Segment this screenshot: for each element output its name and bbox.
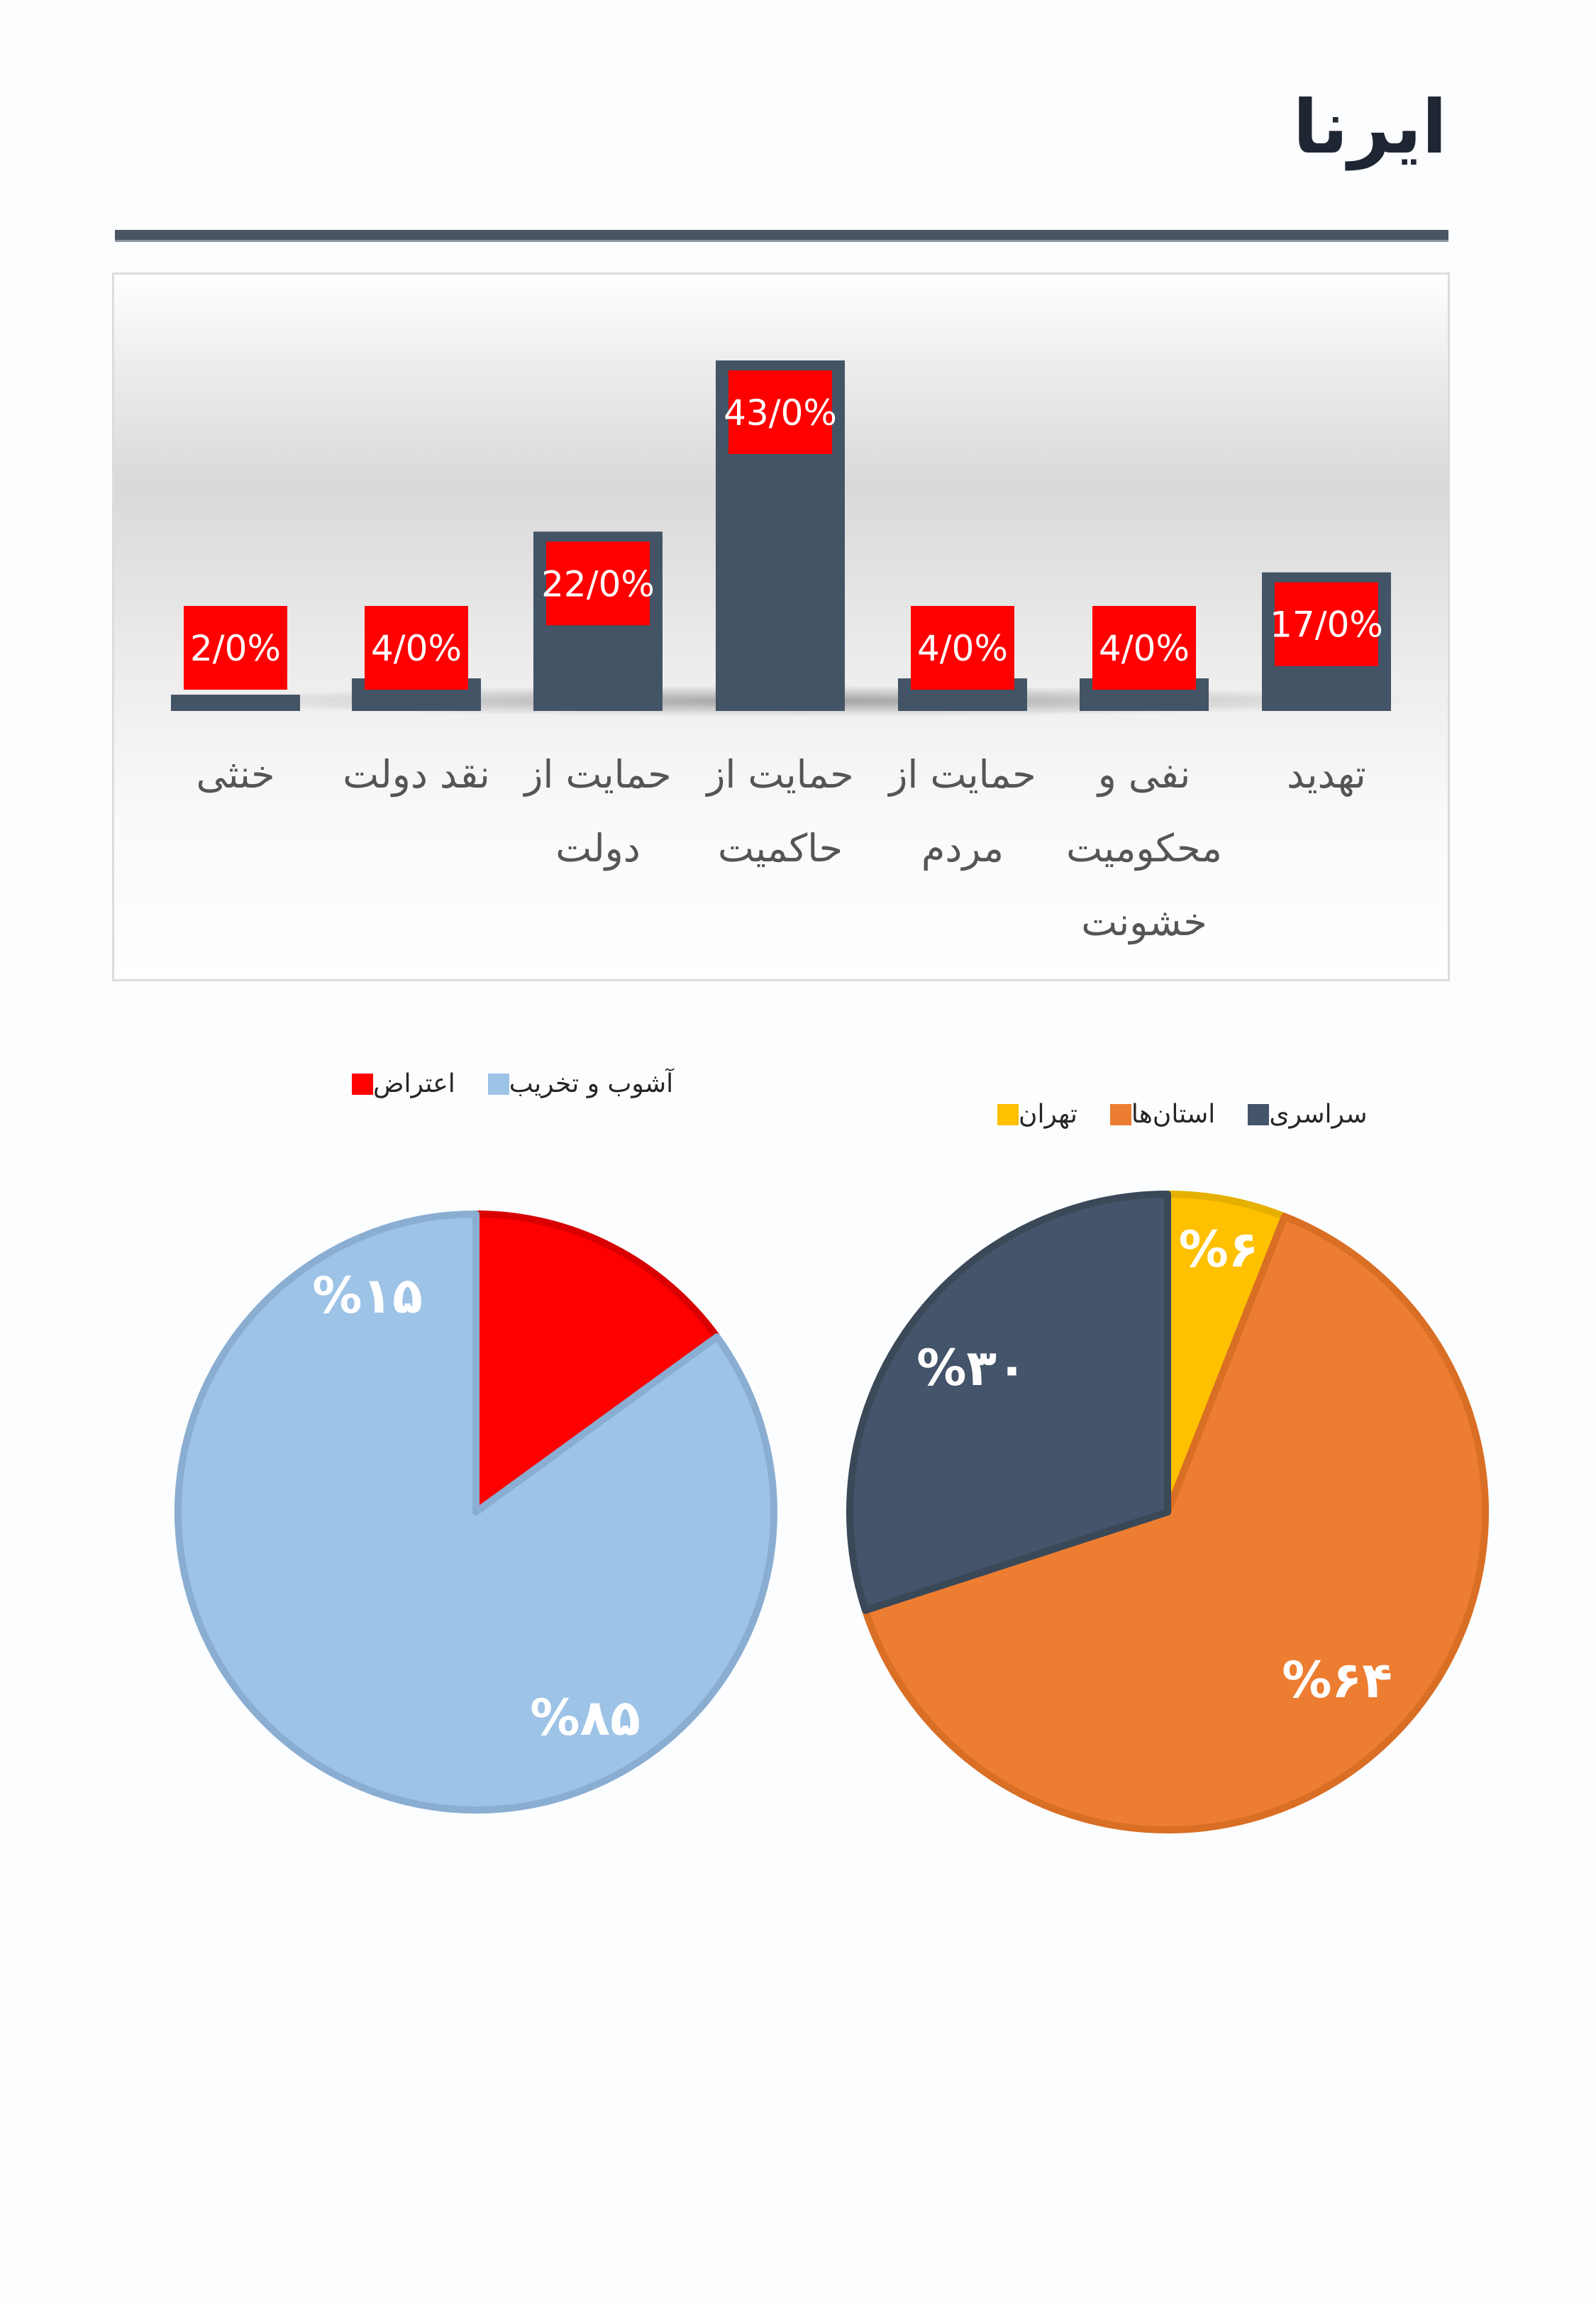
data-label-box bbox=[365, 606, 468, 690]
data-label-box bbox=[1092, 606, 1196, 690]
category-label: نفی و محکومیت خشونت bbox=[1066, 752, 1222, 944]
title-divider bbox=[115, 230, 1448, 242]
data-label: 43/0% bbox=[724, 392, 837, 434]
category-label: خنثی bbox=[196, 752, 275, 797]
legend-label: تهران bbox=[1019, 1100, 1077, 1129]
legend-label: اعتراض bbox=[373, 1069, 455, 1098]
pie-data-label: %۳۰ bbox=[916, 1339, 1027, 1397]
bar-chart: 17/0% تهدید 4/0% نفی و محکومیت خشونت 4/0% حمایت… bbox=[171, 360, 1426, 944]
legend-label: استان‌ها bbox=[1131, 1100, 1216, 1129]
pie-data-label: %۶۴ bbox=[1282, 1651, 1392, 1709]
pie-data-label: %۸۵ bbox=[530, 1689, 641, 1747]
category-label: حمایت از دولت bbox=[522, 752, 671, 871]
pie-data-label: %۶ bbox=[1179, 1220, 1259, 1279]
pie-chart-protest: %۱۵ %۸۵ bbox=[174, 1210, 777, 1814]
data-label-box bbox=[911, 606, 1014, 690]
legend-swatch bbox=[997, 1103, 1019, 1125]
legend-swatch bbox=[1109, 1103, 1131, 1125]
legend-item: اعتراض bbox=[343, 1069, 455, 1098]
legend-protest: اعتراض آشوب و تخریب bbox=[319, 1069, 673, 1098]
page-title: ایرنا bbox=[1292, 84, 1448, 170]
legend-swatch bbox=[352, 1073, 373, 1095]
data-label: 17/0% bbox=[1270, 605, 1383, 646]
pie-chart-region: %۶ %۶۴ %۳۰ bbox=[846, 1191, 1489, 1833]
data-label: 2/0% bbox=[190, 628, 281, 669]
legend-item: آشوب و تخریب bbox=[480, 1069, 673, 1098]
category-label: تهدید bbox=[1287, 752, 1366, 797]
pie-slice bbox=[472, 1210, 721, 1516]
pie-slice bbox=[174, 1210, 777, 1814]
bar bbox=[171, 695, 300, 711]
category-label: نقد دولت bbox=[343, 752, 489, 797]
pie-slice bbox=[846, 1191, 1171, 1614]
data-label: 4/0% bbox=[1099, 628, 1190, 669]
data-label-box bbox=[546, 541, 650, 626]
data-label: 4/0% bbox=[371, 628, 462, 669]
legend-swatch bbox=[487, 1073, 509, 1095]
legend-item: تهران bbox=[989, 1100, 1077, 1129]
pie-slice bbox=[861, 1213, 1489, 1833]
data-label-box bbox=[728, 370, 832, 454]
legend-label: سراسری bbox=[1269, 1100, 1368, 1129]
legend-label: آشوب و تخریب bbox=[509, 1069, 674, 1098]
data-label-box bbox=[1275, 582, 1378, 666]
data-label-box bbox=[184, 606, 287, 690]
category-label: حمایت از حاکمیت bbox=[704, 752, 853, 871]
legend-item: استان‌ها bbox=[1102, 1100, 1215, 1129]
data-label: 22/0% bbox=[541, 563, 655, 605]
category-label: حمایت از مردم bbox=[887, 752, 1036, 871]
data-label: 4/0% bbox=[917, 628, 1008, 669]
pie-data-label: %۱۵ bbox=[312, 1267, 423, 1325]
legend-region: تهران استان‌ها سراسری bbox=[965, 1100, 1368, 1129]
legend-item: سراسری bbox=[1239, 1100, 1368, 1129]
legend-swatch bbox=[1248, 1103, 1270, 1125]
